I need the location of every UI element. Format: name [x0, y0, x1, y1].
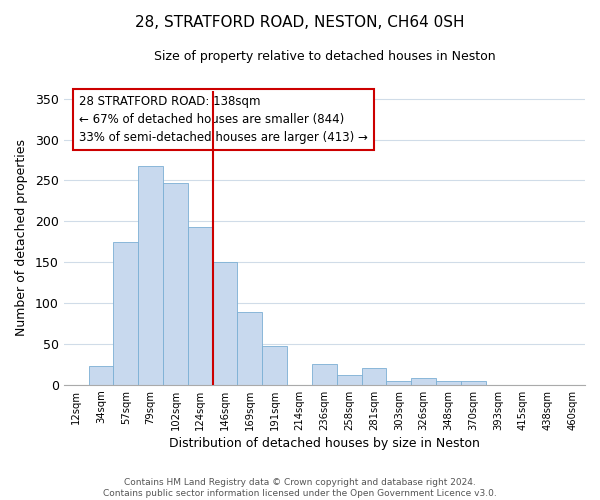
Bar — [362, 368, 386, 385]
Title: Size of property relative to detached houses in Neston: Size of property relative to detached ho… — [154, 50, 495, 63]
Text: 28, STRATFORD ROAD, NESTON, CH64 0SH: 28, STRATFORD ROAD, NESTON, CH64 0SH — [135, 15, 465, 30]
Bar — [113, 242, 138, 385]
Y-axis label: Number of detached properties: Number of detached properties — [15, 139, 28, 336]
Bar — [411, 378, 436, 385]
Bar — [461, 380, 486, 385]
Bar — [436, 380, 461, 385]
X-axis label: Distribution of detached houses by size in Neston: Distribution of detached houses by size … — [169, 437, 480, 450]
Text: Contains HM Land Registry data © Crown copyright and database right 2024.
Contai: Contains HM Land Registry data © Crown c… — [103, 478, 497, 498]
Bar — [89, 366, 113, 385]
Bar — [386, 380, 411, 385]
Bar — [212, 262, 238, 385]
Bar — [188, 227, 212, 385]
Bar — [238, 312, 262, 385]
Bar — [138, 166, 163, 385]
Bar — [163, 183, 188, 385]
Bar — [337, 375, 362, 385]
Text: 28 STRATFORD ROAD: 138sqm
← 67% of detached houses are smaller (844)
33% of semi: 28 STRATFORD ROAD: 138sqm ← 67% of detac… — [79, 95, 368, 144]
Bar — [262, 346, 287, 385]
Bar — [312, 364, 337, 385]
